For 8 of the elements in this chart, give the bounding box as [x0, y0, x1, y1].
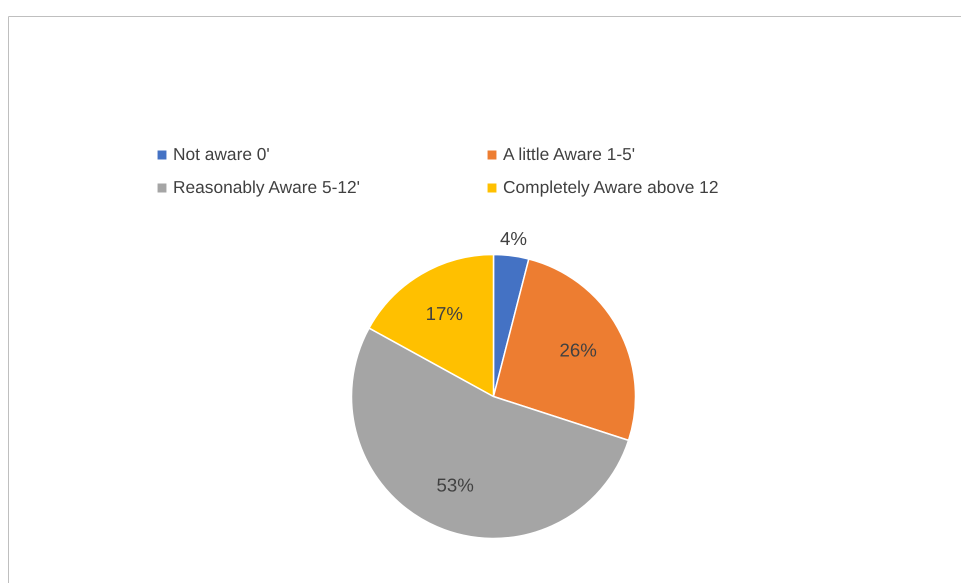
data-label: 53%: [436, 474, 474, 496]
legend-label: Not aware 0': [173, 144, 271, 165]
data-label: 17%: [426, 302, 464, 324]
legend-label: Completely Aware above 12: [503, 177, 720, 198]
data-label: 4%: [500, 228, 527, 250]
data-label: 26%: [559, 339, 597, 360]
legend-label: Reasonably Aware 5-12': [173, 177, 361, 198]
legend-label: A little Aware 1-5': [503, 144, 636, 165]
